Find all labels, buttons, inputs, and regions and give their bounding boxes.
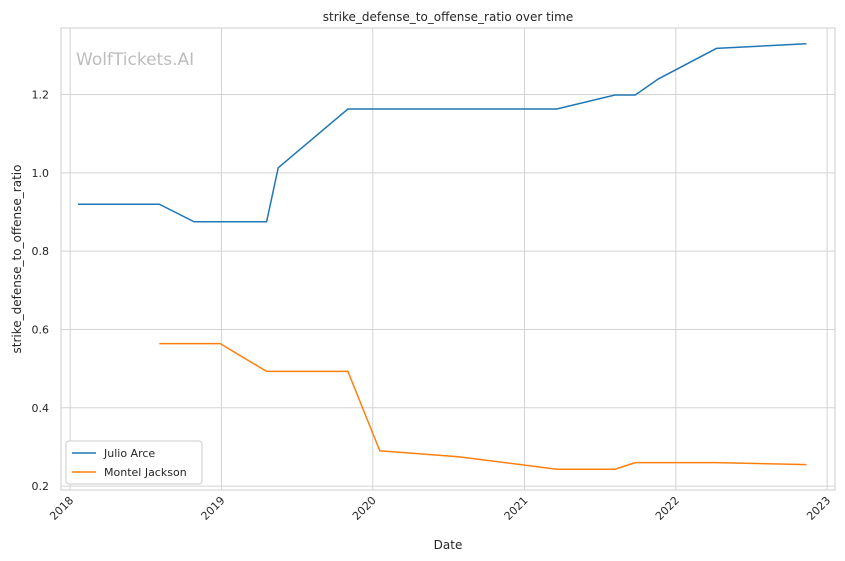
x-axis-label: Date [434, 538, 463, 552]
y-tick-label: 0.2 [32, 480, 50, 493]
series-line-montel-jackson [159, 342, 807, 470]
y-tick-label: 0.8 [32, 245, 50, 258]
legend-label-julio-arce: Julio Arce [103, 447, 155, 460]
y-tick-label: 0.4 [32, 402, 50, 415]
series-line-julio-arce [78, 42, 807, 223]
x-tick-label: 2019 [199, 494, 228, 523]
x-tick-label: 2018 [47, 494, 76, 523]
y-tick-label: 1.2 [32, 89, 50, 102]
x-tick-label: 2023 [804, 494, 833, 523]
legend-box [65, 440, 203, 485]
x-tick-label: 2021 [502, 494, 531, 523]
chart-title: strike_defense_to_offense_ratio over tim… [323, 10, 573, 24]
x-tick-label: 2022 [653, 494, 682, 523]
plot-frame [60, 27, 836, 491]
legend-label-montel-jackson: Montel Jackson [104, 466, 187, 479]
legend: Julio Arce Montel Jackson [65, 440, 203, 485]
y-tick-label: 0.6 [32, 323, 50, 336]
watermark: WolfTickets.AI [76, 50, 194, 70]
y-axis-label: strike_defense_to_offense_ratio [10, 165, 24, 354]
x-tick-label: 2020 [350, 494, 379, 523]
series-lines [78, 42, 807, 470]
y-tick-label: 1.0 [32, 167, 50, 180]
grid [61, 28, 835, 490]
